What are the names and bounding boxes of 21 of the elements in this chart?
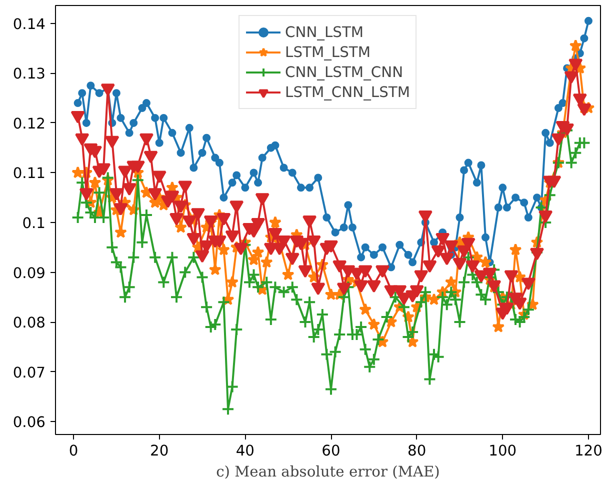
- x-tick-label: 20: [150, 442, 169, 460]
- y-tick-label: 0.12: [12, 115, 46, 132]
- x-tick-label: 80: [408, 442, 426, 460]
- y-tick-label: 0.14: [12, 16, 46, 33]
- x-tick-label: 100: [488, 442, 517, 460]
- y-tick-label: 0.08: [12, 314, 46, 332]
- y-tick-label: 0.1: [22, 214, 46, 232]
- x-tick-label: 40: [236, 442, 255, 460]
- legend-label: LSTM_LSTM: [285, 44, 370, 60]
- y-tick-label: 0.09: [12, 264, 46, 282]
- legend-label: CNN_LSTM: [285, 24, 364, 40]
- y-tick-label: 0.13: [12, 66, 46, 83]
- x-axis-title: c) Mean absolute error (MAE): [216, 464, 440, 480]
- legend-label: LSTM_CNN_LSTM: [285, 84, 410, 100]
- y-tick-label: 0.07: [12, 364, 46, 382]
- x-tick-label: 120: [574, 442, 602, 460]
- y-tick-label: 0.06: [12, 414, 46, 432]
- x-tick-label: 0: [68, 442, 78, 460]
- y-tick-label: 0.11: [12, 165, 46, 182]
- x-tick-label: 60: [322, 442, 340, 460]
- legend-label: CNN_LSTM_CNN: [285, 64, 404, 80]
